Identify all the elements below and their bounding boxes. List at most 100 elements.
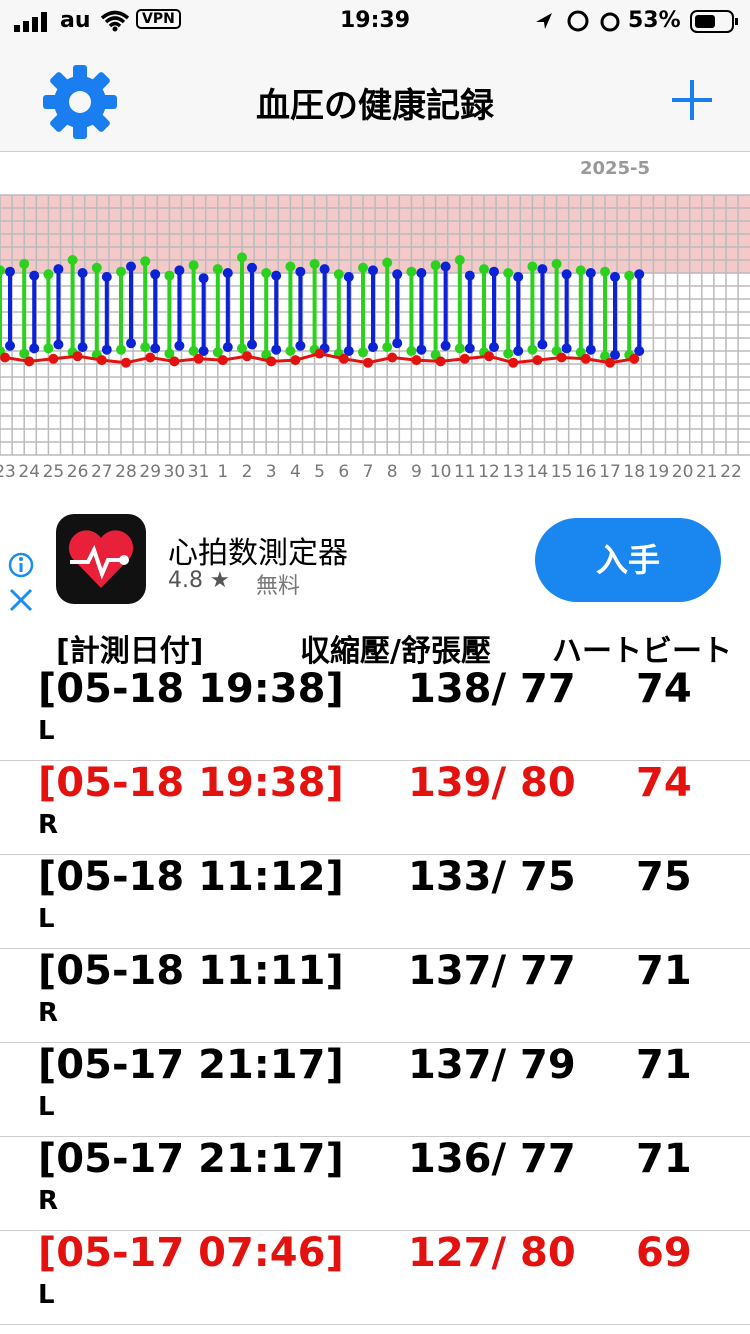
day-label: 15 xyxy=(551,462,573,482)
pulse-dot xyxy=(72,351,83,362)
pulse-dot xyxy=(580,353,591,364)
systolic-dot xyxy=(624,270,635,281)
day-label: 8 xyxy=(387,462,398,482)
settings-button[interactable] xyxy=(42,64,118,140)
record-arm: R xyxy=(38,1186,59,1216)
day-label: 26 xyxy=(67,462,89,482)
day-label: 14 xyxy=(527,462,549,482)
ad-get-button[interactable]: 入手 xyxy=(535,518,721,602)
systolic-dot xyxy=(247,262,257,273)
day-label: 12 xyxy=(478,462,500,482)
systolic-dot xyxy=(382,257,393,268)
diastolic-dot xyxy=(503,348,514,359)
record-date: [05-18 11:12] xyxy=(38,854,344,900)
pulse-dot xyxy=(363,357,373,368)
diastolic-dot xyxy=(416,344,427,355)
diastolic-dot xyxy=(527,344,538,355)
record-bp: 127/ 80 xyxy=(408,1230,576,1276)
systolic-dot xyxy=(319,264,330,275)
record-row[interactable]: [05-18 19:38] 138/ 77 74 L xyxy=(0,666,750,761)
diastolic-dot xyxy=(610,349,620,360)
diastolic-dot xyxy=(489,342,499,353)
ad-app-name: 心拍数測定器 xyxy=(168,536,348,571)
diastolic-dot xyxy=(537,339,548,350)
pulse-dot xyxy=(387,352,398,363)
record-date: [05-18 19:38] xyxy=(38,760,344,806)
diastolic-dot xyxy=(406,346,417,356)
header-heartbeat: ハートビート xyxy=(552,634,732,669)
systolic-dot xyxy=(489,266,499,277)
record-row[interactable]: [05-18 11:12] 133/ 75 75 L xyxy=(0,854,750,949)
systolic-dot xyxy=(503,268,514,278)
record-row[interactable]: [05-17 21:17] 136/ 77 71 R xyxy=(0,1136,750,1231)
day-label: 2 xyxy=(242,462,253,482)
systolic-dot xyxy=(600,266,610,277)
diastolic-dot xyxy=(198,346,209,356)
systolic-dot xyxy=(575,265,586,276)
diastolic-dot xyxy=(174,340,185,351)
record-heartbeat: 74 xyxy=(636,760,692,806)
systolic-dot xyxy=(285,261,296,272)
pulse-dot xyxy=(242,351,252,362)
systolic-dot xyxy=(309,258,320,269)
pulse-dot xyxy=(24,356,35,367)
day-label: 27 xyxy=(91,462,113,482)
systolic-dot xyxy=(222,268,233,278)
day-label: 5 xyxy=(314,462,325,482)
diastolic-dot xyxy=(454,343,465,354)
systolic-dot xyxy=(406,266,417,277)
record-heartbeat: 71 xyxy=(636,948,692,994)
record-heartbeat: 71 xyxy=(636,1136,692,1182)
carrier: au xyxy=(60,8,91,33)
pulse-dot xyxy=(290,355,301,366)
systolic-dot xyxy=(198,273,209,284)
ad-app-icon[interactable] xyxy=(56,514,146,604)
pulse-dot xyxy=(314,348,325,359)
day-label: 20 xyxy=(672,462,694,482)
diastolic-dot xyxy=(440,340,451,351)
pulse-dot xyxy=(459,353,470,364)
systolic-dot xyxy=(430,260,441,271)
pulse-dot xyxy=(532,355,543,366)
systolic-dot xyxy=(126,261,136,272)
diastolic-dot xyxy=(19,348,30,359)
diastolic-dot xyxy=(513,346,524,356)
day-label: 10 xyxy=(430,462,452,482)
record-row[interactable]: [05-18 19:38] 139/ 80 74 R xyxy=(0,760,750,855)
record-arm: R xyxy=(38,998,59,1028)
pulse-dot xyxy=(508,357,519,368)
pulse-dot xyxy=(193,353,204,364)
record-date: [05-17 21:17] xyxy=(38,1136,344,1182)
record-row[interactable]: [05-18 11:11] 137/ 77 71 R xyxy=(0,948,750,1043)
systolic-dot xyxy=(343,271,354,282)
record-arm: L xyxy=(38,1280,55,1310)
systolic-dot xyxy=(271,270,282,281)
systolic-dot xyxy=(368,265,378,276)
systolic-dot xyxy=(0,265,5,276)
record-bp: 137/ 79 xyxy=(408,1042,576,1088)
systolic-dot xyxy=(5,266,15,277)
record-heartbeat: 74 xyxy=(636,666,692,712)
diastolic-dot xyxy=(634,346,645,356)
wifi-icon xyxy=(100,10,130,32)
ad-info-icons[interactable] xyxy=(6,552,36,616)
systolic-dot xyxy=(261,268,272,278)
day-label: 31 xyxy=(188,462,210,482)
vpn-badge: VPN xyxy=(136,9,181,29)
record-row[interactable]: [05-17 21:17] 137/ 79 71 L xyxy=(0,1042,750,1137)
day-label: 24 xyxy=(18,462,40,482)
add-button[interactable] xyxy=(670,78,714,122)
diastolic-dot xyxy=(561,343,572,354)
record-row[interactable]: [05-17 07:46] 127/ 80 69 L xyxy=(0,1230,750,1325)
pulse-dot xyxy=(217,355,228,366)
battery-percent: 53% xyxy=(628,8,681,33)
day-label: 17 xyxy=(599,462,621,482)
record-date: [05-18 11:11] xyxy=(38,948,344,994)
pulse-dot xyxy=(121,357,131,368)
pulse-dot xyxy=(48,353,59,364)
systolic-dot xyxy=(610,271,620,282)
pulse-dot xyxy=(605,357,615,368)
day-label: 18 xyxy=(623,462,645,482)
day-label: 3 xyxy=(266,462,277,482)
diastolic-dot xyxy=(295,340,306,351)
